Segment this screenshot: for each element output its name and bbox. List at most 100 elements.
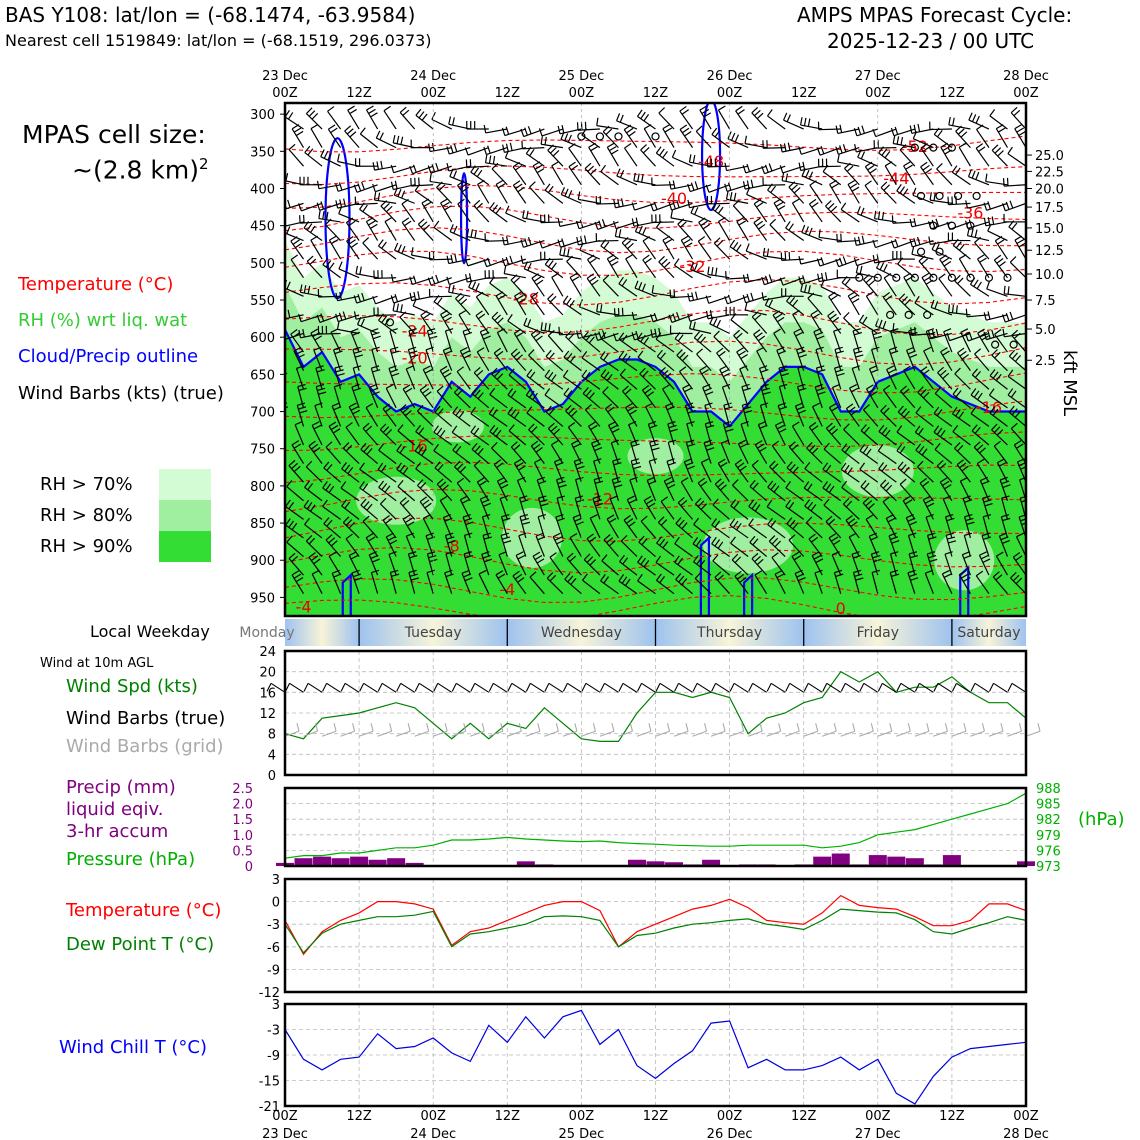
- wind-barb-flag: [366, 503, 373, 511]
- wind-barb-flag: [539, 499, 548, 503]
- wind-barb: [624, 143, 638, 167]
- wind-barb-shaft: [643, 500, 657, 520]
- wind-barb-shaft: [362, 428, 379, 446]
- temperature-contour-label: 0: [836, 599, 846, 618]
- wind-barb-flag: [455, 445, 462, 453]
- wind-barb-flag: [510, 274, 518, 281]
- wind-barb-flag: [353, 184, 358, 193]
- wind-barb-flag: [730, 313, 737, 321]
- wind-barb-flag: [325, 260, 332, 268]
- wind-barb: [436, 181, 453, 204]
- wind-barb-flag: [442, 313, 450, 319]
- wind-barb-shaft: [754, 444, 768, 464]
- wind-barb-flag: [727, 182, 732, 191]
- wind-barb-shaft: [883, 277, 897, 297]
- wind-barb: [835, 256, 860, 268]
- wind-barb-shaft: [491, 373, 508, 390]
- wind-barb-flag: [623, 514, 631, 521]
- wind-barb-flag: [528, 349, 535, 356]
- wind-barb-flag: [723, 402, 732, 406]
- grid-wind-barb: [1025, 730, 1041, 737]
- wind-barb-flag: [442, 201, 450, 207]
- wind-barb-shaft: [374, 165, 397, 171]
- wind-barb-flag: [1016, 238, 1025, 245]
- wind-barb-flag: [480, 495, 489, 500]
- wind-barb-shaft: [579, 306, 601, 316]
- wind-barb-flag: [994, 329, 1002, 335]
- wind-barb-flag: [885, 484, 893, 492]
- wind-barb-flag: [288, 501, 295, 510]
- wind-barb-flag: [742, 294, 747, 303]
- wind-barb: [425, 346, 434, 371]
- wind-barb: [440, 309, 453, 334]
- wind-barb: [471, 442, 490, 465]
- wind-barb-flag: [848, 406, 856, 413]
- wind-barb-flag: [611, 439, 620, 444]
- wind-barb: [733, 329, 749, 353]
- wind-barb-flag: [586, 273, 595, 279]
- wind-barb-flag: [672, 201, 676, 210]
- wind-barb-flag: [563, 350, 570, 358]
- wind-barb-flag: [807, 285, 811, 294]
- wind-barb-flag: [896, 425, 903, 433]
- wind-barb-flag: [559, 247, 562, 256]
- wind-barb-flag: [285, 261, 286, 263]
- wind-barb-flag: [390, 295, 395, 304]
- wind-barb: [697, 236, 712, 260]
- wind-barb-flag: [431, 276, 436, 285]
- wind-barb-shaft: [563, 356, 582, 372]
- wind-barb-flag: [642, 370, 649, 378]
- wind-barb-flag: [795, 402, 804, 407]
- wind-barb-flag: [650, 443, 659, 447]
- wind-barb-flag: [537, 476, 545, 481]
- wind-barb: [796, 383, 807, 408]
- wind-barb-flag: [529, 148, 535, 157]
- wind-barb-shaft: [633, 314, 656, 321]
- pressure-tick-label: 400: [250, 183, 275, 198]
- wind-barb-flag: [552, 150, 560, 157]
- wind-barb-flag: [711, 536, 717, 545]
- wind-barb: [804, 462, 823, 483]
- wind-barb-flag: [804, 499, 811, 507]
- wind-barb-flag: [489, 276, 495, 284]
- wind-barb-flag: [642, 227, 647, 236]
- wind-barb-flag: [293, 127, 302, 133]
- wind-barb-flag: [414, 183, 421, 192]
- wind-barb-flag: [938, 273, 946, 280]
- wind-barb-shaft: [859, 468, 879, 483]
- wind-barb-flag: [519, 495, 528, 499]
- wind-barb-flag: [562, 295, 569, 303]
- wind-barb-flag: [460, 495, 468, 501]
- wind-barb-flag: [303, 499, 310, 508]
- wind-barb: [952, 238, 971, 260]
- wind-barb-shaft: [818, 277, 841, 283]
- wind-barb-shaft: [436, 390, 453, 409]
- wind-barb-flag: [488, 155, 492, 164]
- wind-barb-flag: [982, 495, 991, 499]
- wind-barb-flag: [448, 284, 451, 293]
- wind-barb-flag: [868, 503, 875, 510]
- wind-barb-flag: [625, 355, 631, 363]
- wind-barb-flag: [762, 247, 766, 256]
- wind-barb-flag: [724, 183, 728, 192]
- wind-barb-shaft: [496, 332, 508, 353]
- wind-barb-flag: [605, 128, 613, 136]
- wind-barb: [753, 217, 768, 241]
- wind-barb: [489, 276, 508, 297]
- wind-barb-flag: [994, 254, 1002, 261]
- wind-barb-flag: [788, 181, 796, 188]
- wind-barb-flag: [667, 484, 676, 489]
- wind-barb-flag: [845, 515, 853, 521]
- wind-barb-flag: [742, 181, 746, 190]
- wind-barb-shaft: [491, 168, 508, 186]
- wind-barb-shaft: [874, 258, 897, 264]
- wind-barb-flag: [820, 257, 825, 266]
- wind-barb-flag: [554, 536, 563, 541]
- wind-barb-flag: [859, 265, 863, 274]
- wind-barb-flag: [684, 458, 692, 463]
- wind-barb-flag: [966, 521, 975, 525]
- wind-barb-flag: [943, 261, 952, 267]
- wind-barb-flag: [310, 235, 319, 241]
- wind-barb-flag: [385, 384, 394, 389]
- wind-barb: [442, 346, 453, 371]
